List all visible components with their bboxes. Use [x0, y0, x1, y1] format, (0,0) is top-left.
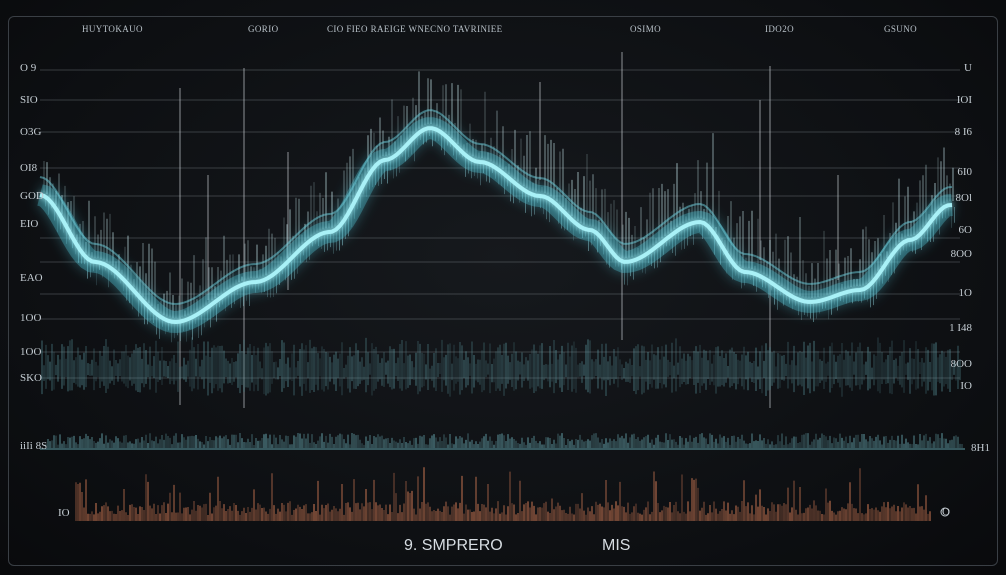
footer-left-text: 9. SMPRERO — [404, 537, 503, 554]
footer-right-text: MIS — [602, 537, 631, 554]
right-axis-label: 8 I6 — [954, 126, 972, 138]
right-axis-label: IOI — [956, 94, 972, 106]
orange-waveform — [75, 467, 931, 521]
header-label-5: IDO2O — [765, 24, 794, 34]
right-axis-label: 8Ol — [955, 192, 973, 204]
right-axis-label: 8H1 — [971, 442, 990, 454]
right-axis-label: O — [942, 506, 950, 518]
header-label-2: GORIO — [248, 24, 279, 34]
gridlines — [40, 69, 960, 379]
end-marker-icon — [940, 507, 950, 517]
left-axis-label: O3G — [20, 126, 42, 138]
right-axis-label: 1 I48 — [949, 322, 972, 334]
header-label-4: OSIMO — [630, 24, 662, 34]
header-label-6: GSUNO — [884, 24, 918, 34]
right-axis-label: 8OO — [950, 248, 972, 260]
main-wave-secondary — [39, 109, 953, 306]
right-axis-label: 1O — [958, 287, 972, 299]
right-axis-label: 6O — [958, 224, 972, 236]
left-axis-label: EAO — [20, 272, 43, 284]
left-axis-label: SKO — [20, 372, 43, 384]
right-axis-label: 6I0 — [957, 166, 972, 178]
right-axis-label: U — [964, 62, 972, 74]
left-axis-label: GOD — [20, 190, 44, 202]
header-label-1: HUYTOKAUO — [82, 24, 143, 34]
header-label-3: CIO FIEO RAEIGE WNECNO TAVRINIEE — [327, 24, 503, 34]
lower-teal-strip — [45, 433, 963, 448]
left-axis-label: OI8 — [20, 162, 38, 174]
left-axis-label: iiIi 8S — [20, 440, 48, 452]
left-axis-label: 1OO — [20, 346, 42, 358]
right-axis-label: 8OO — [950, 358, 972, 370]
vertical-markers — [179, 52, 839, 408]
left-axis-label: IO — [58, 507, 70, 519]
left-axis-label: O 9 — [20, 62, 37, 74]
main-wave-core — [39, 126, 953, 325]
left-axis-label: SIO — [20, 94, 38, 106]
left-axis-label: EIO — [20, 218, 39, 230]
display-frame — [8, 16, 998, 566]
right-axis-label: IO — [960, 380, 972, 392]
main-wave-halo — [37, 117, 953, 334]
teal-noise-band — [41, 337, 961, 397]
left-axis-label: 1OO — [20, 312, 42, 324]
